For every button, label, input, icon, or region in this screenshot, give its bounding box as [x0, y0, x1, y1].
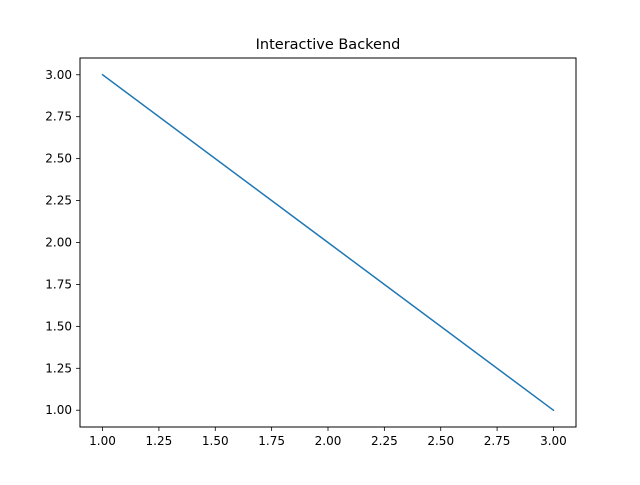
- y-tick-label: 1.00: [45, 403, 72, 417]
- x-axis-ticks: 1.00 1.25 1.50 1.75 2.00 2.25 2.50 2.75 3.00: [89, 427, 567, 448]
- axes-frame: [79, 57, 577, 428]
- y-tick-label: 2.25: [45, 194, 72, 208]
- x-tick-label: 2.00: [315, 434, 342, 448]
- x-tick-label: 1.75: [258, 434, 285, 448]
- x-tick-label: 1.25: [146, 434, 173, 448]
- x-tick-label: 1.00: [89, 434, 116, 448]
- y-tick-label: 2.50: [45, 152, 72, 166]
- x-tick-label: 3.00: [540, 434, 567, 448]
- y-tick-label: 1.50: [45, 319, 72, 333]
- x-tick-label: 1.50: [202, 434, 229, 448]
- y-tick-label: 1.75: [45, 277, 72, 291]
- y-tick-label: 2.00: [45, 236, 72, 250]
- y-tick-label: 1.25: [45, 361, 72, 375]
- y-axis-ticks: 1.00 1.25 1.50 1.75 2.00 2.25 2.50 2.75 3.00: [45, 68, 80, 417]
- x-tick-label: 2.50: [427, 434, 454, 448]
- x-tick-label: 2.25: [371, 434, 398, 448]
- chart-title: Interactive Backend: [256, 37, 401, 53]
- series-line: [101, 73, 555, 412]
- x-tick-label: 2.75: [484, 434, 511, 448]
- y-tick-label: 3.00: [45, 68, 72, 82]
- series-layer: [101, 73, 555, 412]
- y-tick-label: 2.75: [45, 110, 72, 124]
